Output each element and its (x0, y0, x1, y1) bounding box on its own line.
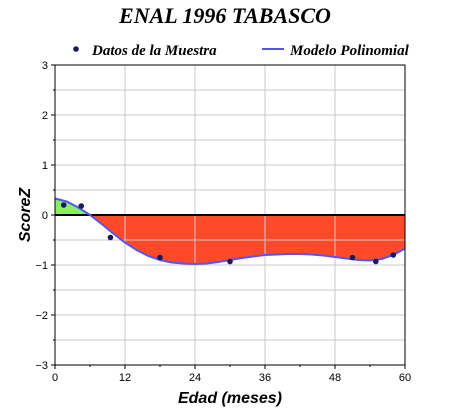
y-tick-label: 0 (42, 210, 48, 222)
data-point (349, 254, 356, 261)
y-tick-label: 2 (42, 110, 48, 122)
x-tick-label: 60 (399, 372, 411, 384)
x-axis-label: Edad (meses) (178, 390, 282, 407)
x-tick-label: 24 (189, 372, 201, 384)
y-tick-label: −2 (35, 310, 48, 322)
data-point (60, 202, 67, 208)
x-tick-label: 12 (119, 372, 131, 384)
legend: Datos de la Muestra Modelo Polinomial (73, 43, 410, 59)
x-tick-label: 0 (52, 372, 58, 384)
plot-series (54, 197, 406, 266)
data-point (107, 234, 114, 241)
legend-label-modelo: Modelo Polinomial (289, 43, 410, 59)
plot-fills (55, 198, 405, 264)
x-tick-label: 36 (259, 372, 271, 384)
data-point (227, 258, 233, 265)
data-point (157, 254, 163, 261)
y-tick-label: −1 (35, 260, 48, 272)
legend-marker-datos (73, 46, 79, 52)
data-point (373, 258, 379, 265)
x-tick-label: 48 (329, 372, 341, 384)
y-tick-label: 3 (42, 60, 48, 72)
chart-title: ENAL 1996 TABASCO (118, 3, 331, 28)
y-axis-label: ScoreZ (17, 187, 34, 242)
data-point (78, 203, 85, 209)
data-point (390, 252, 397, 258)
legend-label-datos: Datos de la Muestra (91, 43, 217, 59)
y-tick-label: 1 (42, 160, 48, 172)
y-tick-label: −3 (35, 360, 48, 372)
